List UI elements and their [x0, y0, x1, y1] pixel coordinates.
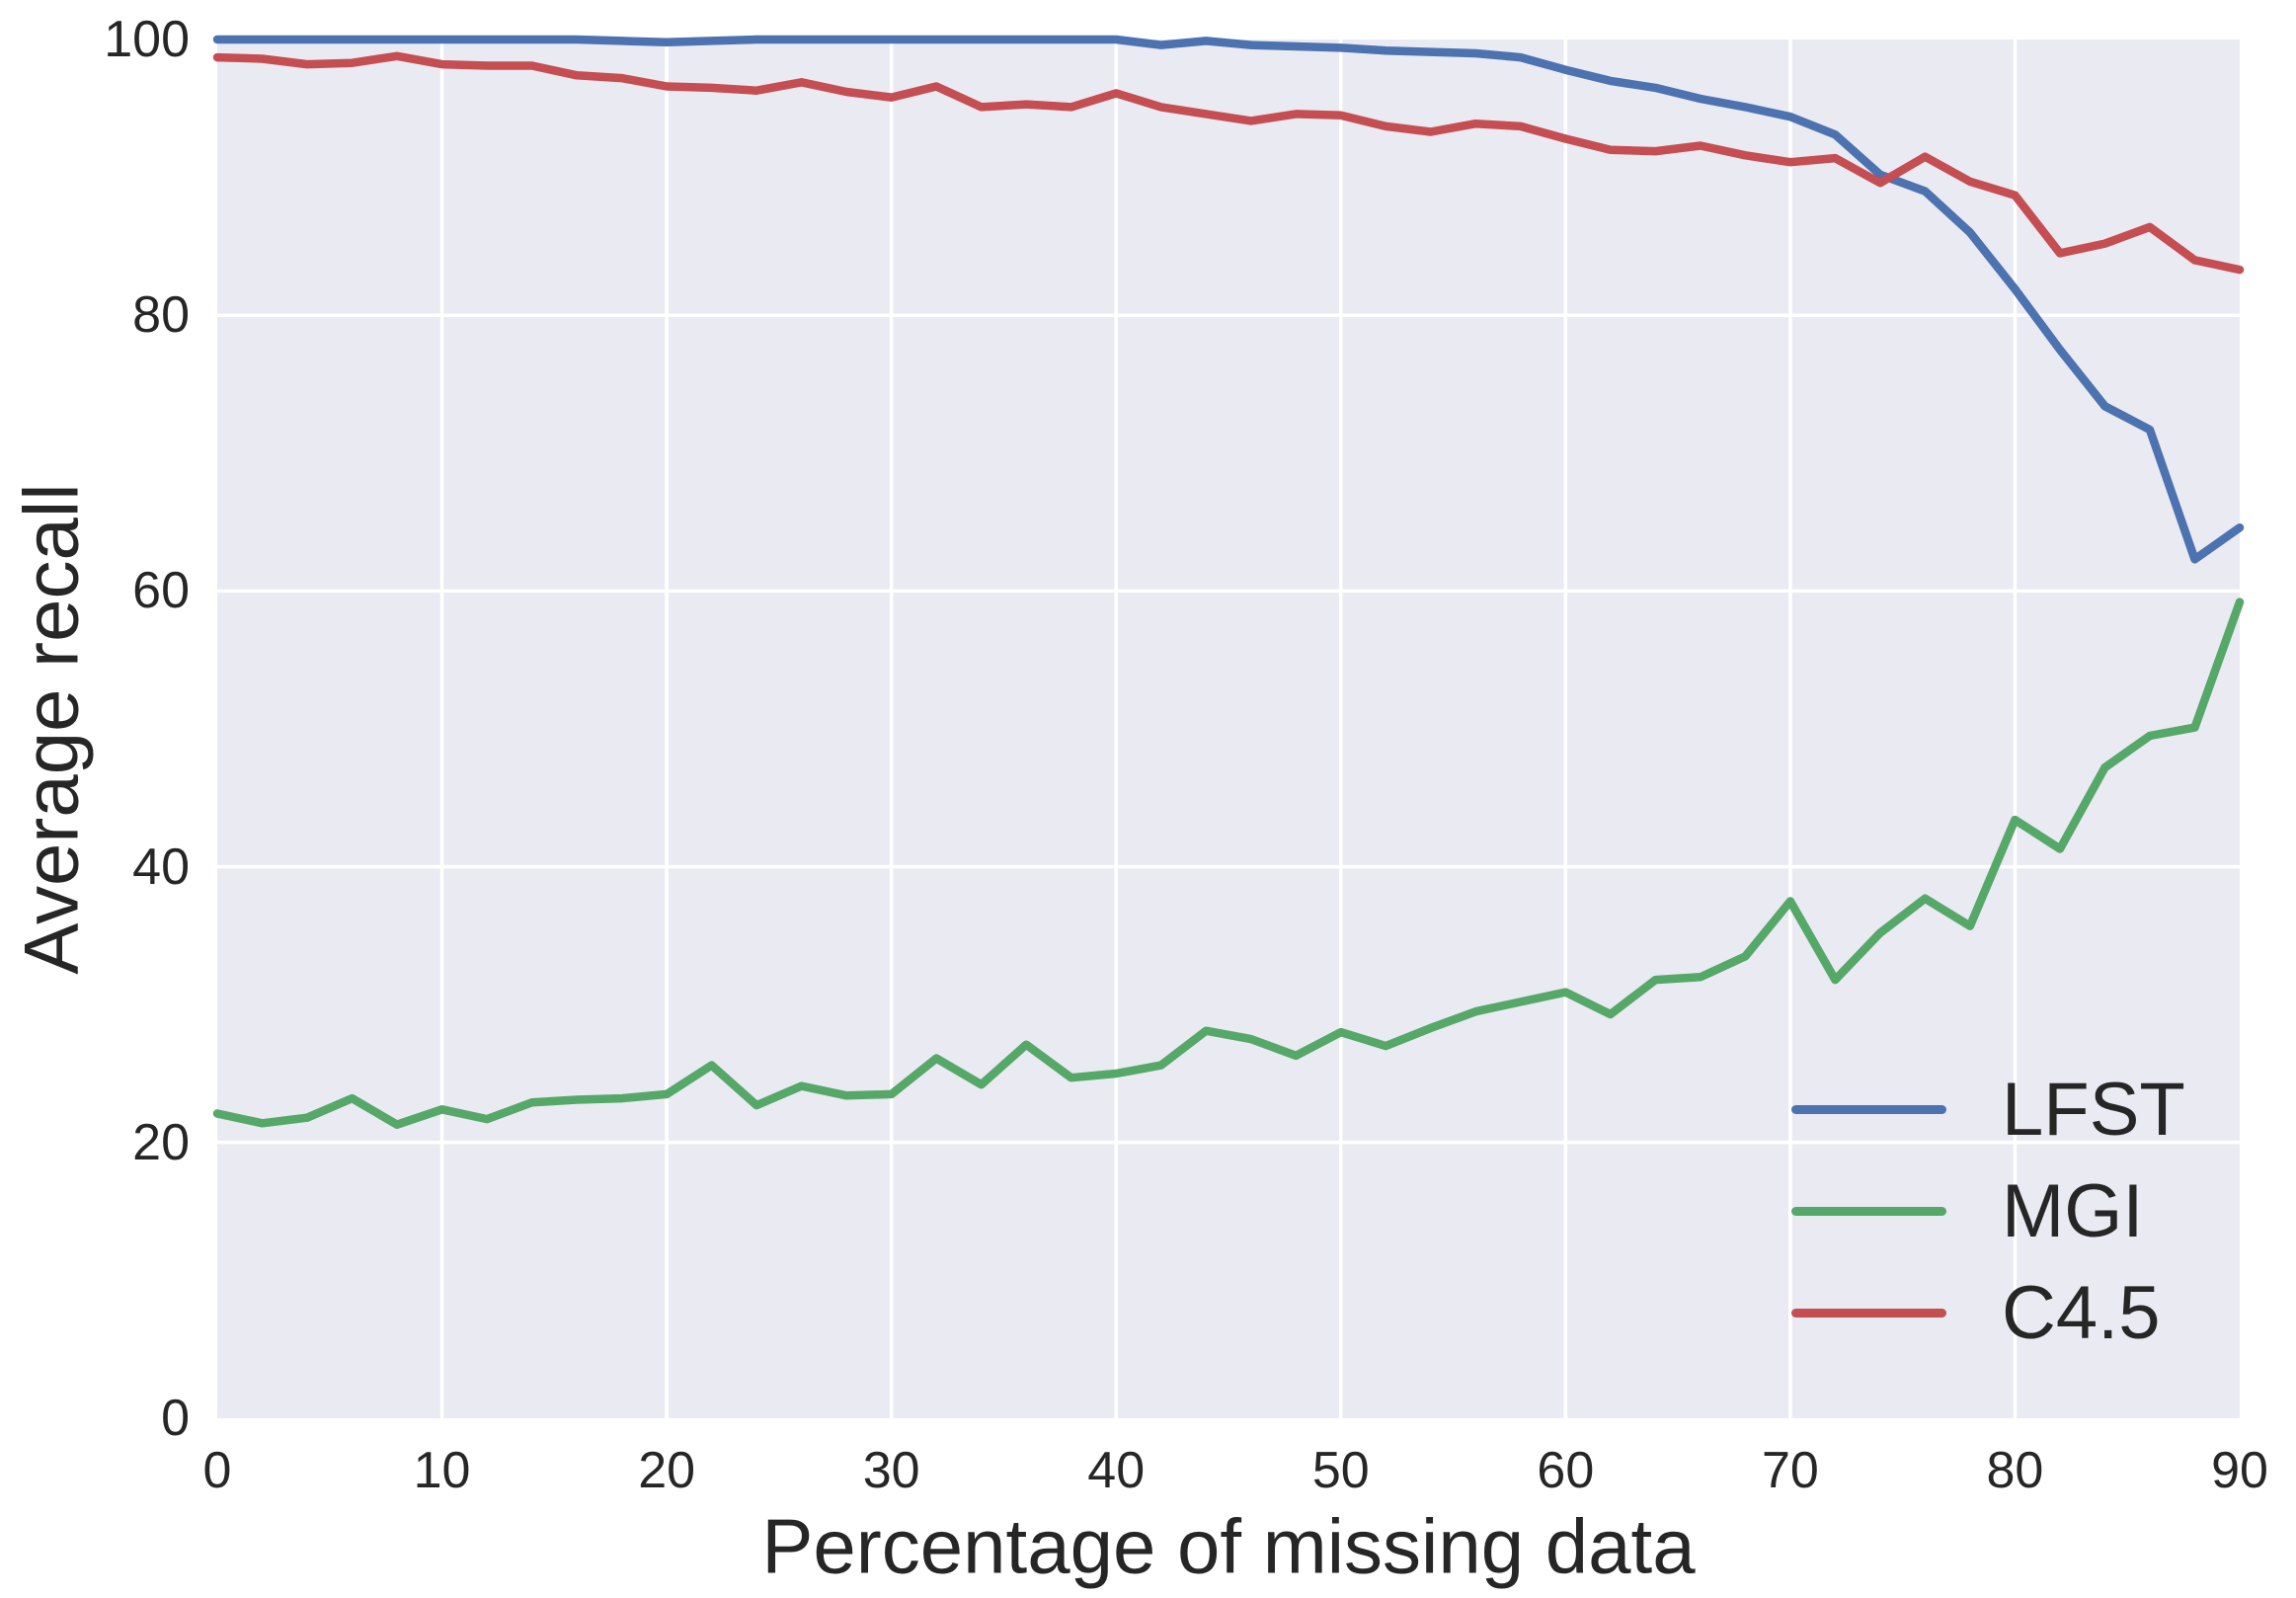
y-tick-label-100: 100 [104, 11, 190, 68]
y-tick-label-60: 60 [132, 562, 190, 620]
y-axis-label: Average recall [7, 483, 95, 975]
legend-label-mgi: MGI [2002, 1168, 2144, 1253]
legend-label-c45: C4.5 [2002, 1270, 2161, 1355]
x-tick-label-90: 90 [2211, 1442, 2268, 1499]
mgi-line-swatch-icon [1791, 1207, 1946, 1216]
y-tick-label-0: 0 [161, 1390, 190, 1447]
y-tick-label-20: 20 [132, 1113, 190, 1171]
x-tick-label-30: 30 [862, 1442, 920, 1499]
x-tick-label-40: 40 [1087, 1442, 1146, 1499]
lfst-line-swatch-icon [1791, 1105, 1946, 1114]
plot-background [217, 40, 2240, 1418]
y-tick-label-80: 80 [132, 286, 190, 345]
y-tick-label-40: 40 [132, 838, 190, 896]
legend-row-c45: C4.5 [1791, 1262, 2185, 1364]
series-line-mgi [212, 598, 2245, 1129]
x-tick-label-70: 70 [1761, 1442, 1819, 1499]
x-tick-label-10: 10 [413, 1442, 471, 1499]
series-line-lfst [212, 35, 2245, 564]
legend-row-lfst: LFST [1791, 1059, 2185, 1160]
legend-row-mgi: MGI [1791, 1160, 2185, 1262]
c45-line-swatch-icon [1791, 1309, 1946, 1318]
x-tick-label-80: 80 [1986, 1442, 2044, 1499]
x-tick-label-0: 0 [202, 1442, 232, 1499]
x-tick-label-50: 50 [1311, 1442, 1370, 1499]
x-axis-label: Percentage of missing data [761, 1502, 1696, 1590]
x-tick-label-20: 20 [638, 1442, 696, 1499]
legend: LFST MGI C4.5 [1791, 1059, 2185, 1364]
legend-label-lfst: LFST [2002, 1067, 2185, 1152]
x-tick-label-60: 60 [1537, 1442, 1595, 1499]
series-line-c45 [212, 51, 2245, 275]
